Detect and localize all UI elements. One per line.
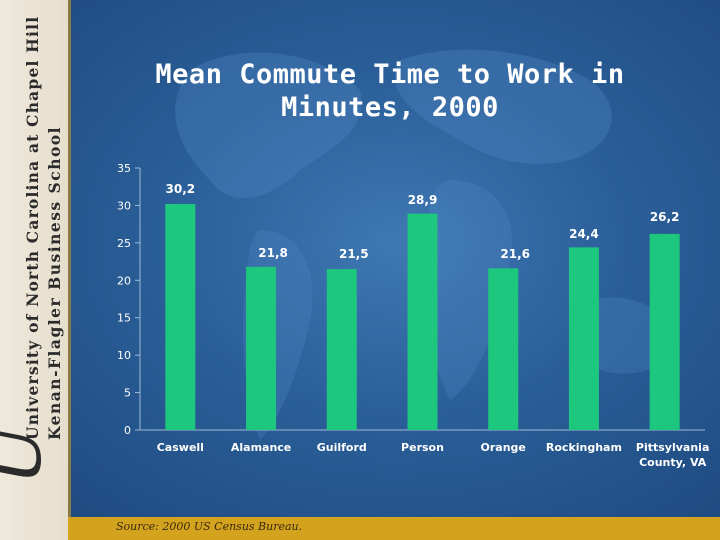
x-tick-label: Pittsylvania [636, 441, 709, 454]
bottom-bar [68, 517, 720, 540]
bar-value-label: 30,2 [166, 182, 196, 196]
bar-value-label: 21,5 [339, 247, 369, 261]
x-tick-label: Alamance [231, 441, 291, 454]
y-tick-label: 25 [117, 237, 131, 250]
x-tick-label: Rockingham [546, 441, 622, 454]
y-tick-label: 15 [117, 312, 131, 325]
bar-value-label: 26,2 [650, 210, 680, 224]
chart-title-line-1: Mean Commute Time to Work in [155, 59, 625, 90]
x-tick-label: County, VA [639, 456, 707, 469]
bar-rockingham [568, 247, 599, 430]
x-tick-label: Guilford [317, 441, 367, 454]
y-tick-label: 35 [117, 162, 131, 175]
y-tick-label: 0 [124, 424, 131, 437]
university-logo: U University of North Carolina at Chapel… [0, 16, 64, 485]
source-note: Source: 2000 US Census Bureau. [116, 520, 303, 533]
university-name-line: University of North Carolina at Chapel H… [23, 16, 42, 440]
school-name-line: Kenan-Flagler Business School [45, 126, 64, 440]
university-sidebar: U University of North Carolina at Chapel… [0, 0, 71, 540]
y-tick-label: 20 [117, 274, 131, 287]
bar-orange [488, 268, 519, 430]
bar-pittsylvania-county-va [649, 233, 680, 430]
chart-title: Mean Commute Time to Work in Minutes, 20… [90, 58, 690, 124]
svg-text:U: U [0, 422, 57, 485]
x-tick-label: Person [401, 441, 444, 454]
y-tick-label: 30 [117, 199, 131, 212]
y-tick-label: 10 [117, 349, 131, 362]
x-tick-label: Orange [481, 441, 526, 454]
bar-value-label: 21,8 [258, 246, 288, 260]
bar-value-label: 24,4 [569, 227, 599, 241]
bar-person [407, 213, 438, 430]
bar-value-label: 28,9 [408, 193, 438, 207]
bar-value-label: 21,6 [500, 247, 530, 261]
chart-title-line-2: Minutes, 2000 [281, 92, 499, 123]
bar-alamance [246, 266, 277, 430]
bar-guilford [326, 269, 357, 430]
x-tick-label: Caswell [157, 441, 204, 454]
y-tick-label: 5 [124, 387, 131, 400]
bar-caswell [165, 203, 196, 430]
